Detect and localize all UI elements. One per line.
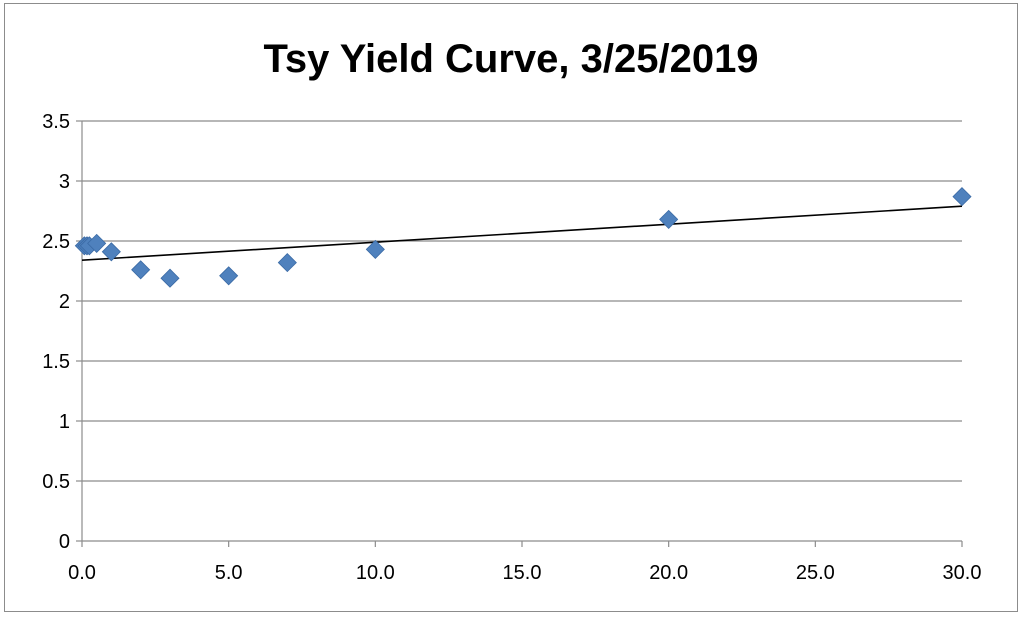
y-tick-label: 1	[59, 411, 70, 433]
data-point	[160, 268, 180, 288]
trendline	[81, 205, 963, 261]
chart-title: Tsy Yield Curve, 3/25/2019	[263, 37, 758, 81]
x-tick-label: 30.0	[943, 562, 982, 584]
x-tick-label: 25.0	[796, 562, 835, 584]
data-point	[277, 253, 297, 273]
data-point	[87, 233, 107, 253]
x-tick-label: 0.0	[68, 562, 96, 584]
gridlines	[82, 120, 962, 482]
x-tick-label: 10.0	[356, 562, 395, 584]
data-point	[219, 266, 239, 286]
chart-frame	[4, 3, 1018, 612]
y-tick-labels: 0 0.5 1 1.5 2 2.5 3 3.5	[42, 111, 70, 553]
y-tick-label: 3	[59, 171, 70, 193]
y-tick-label: 2.5	[42, 231, 70, 253]
x-tick-label: 5.0	[215, 562, 243, 584]
x-tick-labels: 0.0 5.0 10.0 15.0 20.0 25.0 30.0	[68, 562, 981, 584]
trendline-layer	[81, 205, 963, 261]
y-tick-label: 2	[59, 291, 70, 313]
data-point	[659, 209, 679, 229]
data-point	[365, 239, 385, 259]
data-point	[131, 260, 151, 280]
axes	[76, 120, 963, 547]
y-tick-label: 1.5	[42, 351, 70, 373]
y-tick-label: 0	[59, 531, 70, 553]
x-tick-label: 20.0	[649, 562, 688, 584]
data-point	[952, 187, 972, 207]
data-point	[101, 242, 121, 262]
x-tick-label: 15.0	[503, 562, 542, 584]
y-tick-label: 3.5	[42, 111, 70, 133]
data-points	[74, 187, 972, 288]
y-tick-label: 0.5	[42, 471, 70, 493]
